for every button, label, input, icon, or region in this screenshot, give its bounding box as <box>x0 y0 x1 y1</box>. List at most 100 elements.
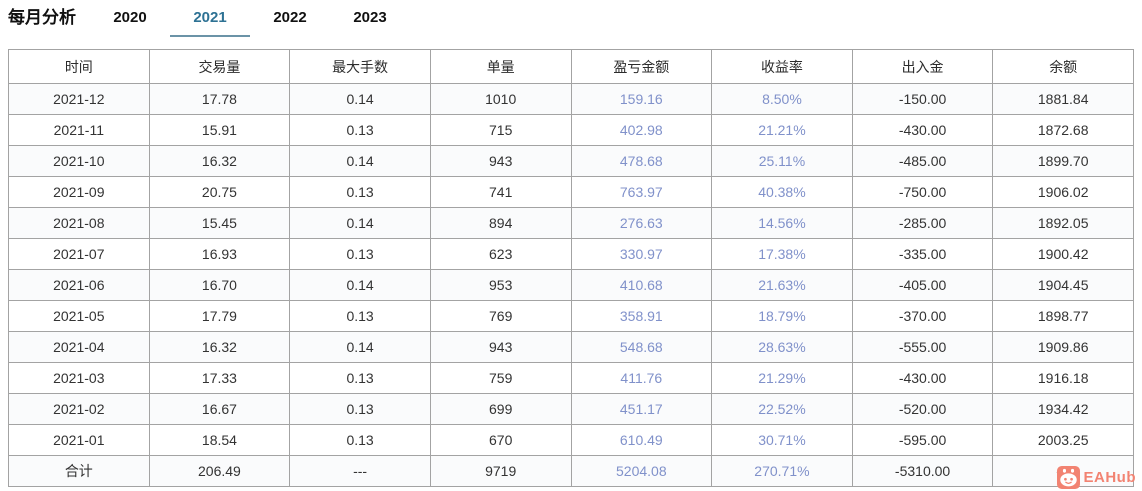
table-row: 2021-01 18.54 0.13 670 610.49 30.71% -595.00 20… <box>8 424 1134 456</box>
cell-time: 2021-10 <box>8 145 150 177</box>
table-row: 2021-03 17.33 0.13 759 411.76 21.29% -430.00 19… <box>8 362 1134 394</box>
cell-balance: 2003.25 <box>992 424 1134 456</box>
cell-profit: 763.97 <box>570 176 713 208</box>
cell-max_lots: 0.13 <box>289 114 431 146</box>
column-header-volume: 交易量 <box>148 49 291 84</box>
cell-orders: 769 <box>429 300 572 332</box>
cell-balance: 1900.42 <box>992 238 1134 270</box>
cell-orders: 894 <box>429 207 572 239</box>
cell-volume: 206.49 <box>148 455 291 487</box>
cell-balance: 1881.84 <box>992 83 1134 115</box>
cell-time: 2021-08 <box>8 207 150 239</box>
cell-net_deposit: -485.00 <box>851 145 994 177</box>
cell-return_rate: 270.71% <box>711 455 853 487</box>
cell-time: 2021-09 <box>8 176 150 208</box>
cell-balance: 1898.77 <box>992 300 1134 332</box>
total-row: 合计 206.49 --- 9719 5204.08 270.71% -5310.00 --- <box>8 455 1134 487</box>
cell-return_rate: 22.52% <box>711 393 853 425</box>
cell-net_deposit: -5310.00 <box>851 455 994 487</box>
cell-return_rate: 28.63% <box>711 331 853 363</box>
cell-volume: 20.75 <box>148 176 291 208</box>
table-head: 时间 交易量 最大手数 单量 盈亏金额 收益率 出入金 余额 <box>8 49 1134 84</box>
cell-profit: 276.63 <box>570 207 713 239</box>
cell-balance: 1872.68 <box>992 114 1134 146</box>
cell-orders: 1010 <box>429 83 572 115</box>
cell-time: 2021-05 <box>8 300 150 332</box>
cell-profit: 451.17 <box>570 393 713 425</box>
cell-orders: 953 <box>429 269 572 301</box>
cell-max_lots: 0.13 <box>289 393 431 425</box>
table-row: 2021-09 20.75 0.13 741 763.97 40.38% -750.00 19… <box>8 176 1134 208</box>
column-header-orders: 单量 <box>429 49 572 84</box>
cell-max_lots: 0.13 <box>289 300 431 332</box>
cell-time: 合计 <box>8 455 150 487</box>
cell-net_deposit: -150.00 <box>851 83 994 115</box>
cell-net_deposit: -520.00 <box>851 393 994 425</box>
cell-profit: 330.97 <box>570 238 713 270</box>
cell-time: 2021-06 <box>8 269 150 301</box>
page-title: 每月分析 <box>8 8 76 27</box>
cell-volume: 16.32 <box>148 145 291 177</box>
cell-profit: 358.91 <box>570 300 713 332</box>
year-tabs: 2020 2021 2022 2023 <box>90 5 410 37</box>
cell-max_lots: 0.14 <box>289 207 431 239</box>
table-row: 2021-04 16.32 0.14 943 548.68 28.63% -555.00 19… <box>8 331 1134 363</box>
cell-volume: 15.45 <box>148 207 291 239</box>
cell-return_rate: 25.11% <box>711 145 853 177</box>
cell-volume: 16.32 <box>148 331 291 363</box>
cell-balance: 1916.18 <box>992 362 1134 394</box>
cell-orders: 670 <box>429 424 572 456</box>
table-row: 2021-06 16.70 0.14 953 410.68 21.63% -405.00 19… <box>8 269 1134 301</box>
column-header-balance: 余额 <box>992 49 1134 84</box>
cell-return_rate: 18.79% <box>711 300 853 332</box>
cell-max_lots: --- <box>289 455 431 487</box>
cell-max_lots: 0.14 <box>289 83 431 115</box>
column-header-max_lots: 最大手数 <box>289 49 431 84</box>
cell-profit: 610.49 <box>570 424 713 456</box>
column-header-time: 时间 <box>8 49 150 84</box>
column-header-net_deposit: 出入金 <box>851 49 994 84</box>
cell-time: 2021-04 <box>8 331 150 363</box>
monthly-analysis-table-wrap: 时间 交易量 最大手数 单量 盈亏金额 收益率 出入金 余额 2021-12 17.78 0.14… <box>0 46 1142 487</box>
table-row: 2021-10 16.32 0.14 943 478.68 25.11% -485.00 18… <box>8 145 1134 177</box>
cell-net_deposit: -750.00 <box>851 176 994 208</box>
cell-volume: 15.91 <box>148 114 291 146</box>
cell-orders: 699 <box>429 393 572 425</box>
cell-return_rate: 8.50% <box>711 83 853 115</box>
topbar: 每月分析 2020 2021 2022 2023 <box>0 0 1142 46</box>
cell-balance: 1934.42 <box>992 393 1134 425</box>
cell-time: 2021-02 <box>8 393 150 425</box>
tab-2020[interactable]: 2020 <box>113 9 147 26</box>
cell-volume: 17.78 <box>148 83 291 115</box>
tab-2021[interactable]: 2021 <box>170 5 250 37</box>
cell-volume: 17.79 <box>148 300 291 332</box>
cell-profit: 411.76 <box>570 362 713 394</box>
cell-net_deposit: -430.00 <box>851 362 994 394</box>
table-body: 2021-12 17.78 0.14 1010 159.16 8.50% -150.00 18… <box>8 83 1134 487</box>
cell-return_rate: 40.38% <box>711 176 853 208</box>
tab-2023[interactable]: 2023 <box>353 9 387 26</box>
table-row: 2021-05 17.79 0.13 769 358.91 18.79% -370.00 18… <box>8 300 1134 332</box>
monthly-analysis-table: 时间 交易量 最大手数 单量 盈亏金额 收益率 出入金 余额 2021-12 17.78 0.14… <box>8 49 1134 487</box>
tab-2022[interactable]: 2022 <box>273 9 307 26</box>
cell-balance: 1909.86 <box>992 331 1134 363</box>
cell-return_rate: 21.21% <box>711 114 853 146</box>
cell-max_lots: 0.13 <box>289 238 431 270</box>
cell-net_deposit: -405.00 <box>851 269 994 301</box>
cell-return_rate: 14.56% <box>711 207 853 239</box>
cell-volume: 17.33 <box>148 362 291 394</box>
cell-time: 2021-12 <box>8 83 150 115</box>
cell-max_lots: 0.14 <box>289 331 431 363</box>
cell-orders: 715 <box>429 114 572 146</box>
cell-max_lots: 0.13 <box>289 424 431 456</box>
cell-balance: --- <box>992 455 1134 487</box>
cell-net_deposit: -430.00 <box>851 114 994 146</box>
cell-time: 2021-11 <box>8 114 150 146</box>
cell-profit: 478.68 <box>570 145 713 177</box>
table-header-row: 时间 交易量 最大手数 单量 盈亏金额 收益率 出入金 余额 <box>8 49 1134 84</box>
cell-time: 2021-07 <box>8 238 150 270</box>
cell-return_rate: 30.71% <box>711 424 853 456</box>
cell-balance: 1904.45 <box>992 269 1134 301</box>
cell-volume: 16.93 <box>148 238 291 270</box>
cell-orders: 943 <box>429 331 572 363</box>
